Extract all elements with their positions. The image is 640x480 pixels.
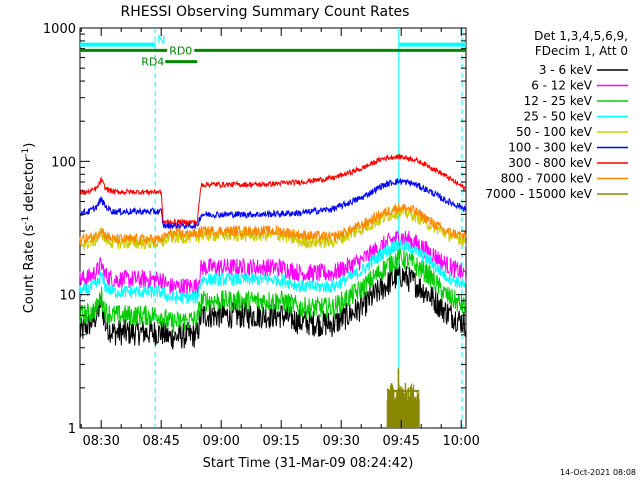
y-tick-label: 1	[68, 422, 76, 437]
series-3-6-kev	[79, 263, 467, 350]
legend-label-12-25-kev: 12 - 25 keV	[524, 94, 593, 108]
legend-label-100-300-kev: 100 - 300 keV	[508, 141, 592, 155]
decimation-label-background	[167, 44, 195, 58]
status-bars: N RD0 RD4	[80, 34, 466, 69]
legend-label-800-7000-kev: 800 - 7000 keV	[501, 172, 593, 186]
date-stamp: 14-Oct-2021 08:08	[560, 468, 636, 477]
x-tick-label: 09:30	[322, 434, 359, 449]
series-100-300-kev	[79, 177, 467, 231]
y-tick-label: 1000	[43, 22, 76, 37]
x-tick-label: 10:00	[442, 434, 479, 449]
y-tick-label: 100	[51, 155, 76, 170]
att-state-label: N	[157, 34, 165, 47]
legend: Det 1,3,4,5,6,9, FDecim 1, Att 0 3 - 6 k…	[485, 29, 628, 201]
axes	[79, 27, 467, 429]
chart-title: RHESSI Observing Summary Count Rates	[121, 4, 410, 20]
vertical-markers	[154, 28, 463, 428]
legend-header-line-1: Det 1,3,4,5,6,9,	[534, 29, 628, 43]
x-tick-label: 09:00	[202, 434, 239, 449]
x-tick-label: 09:15	[262, 434, 299, 449]
legend-label-25-50-kev: 25 - 50 keV	[524, 110, 593, 124]
high-energy-spikes	[386, 368, 420, 428]
x-tick-label: 08:45	[142, 434, 179, 449]
legend-label-3-6-kev: 3 - 6 keV	[539, 63, 593, 77]
series-800-7000-kev	[79, 203, 467, 247]
x-tick-label: 08:30	[82, 434, 119, 449]
y-axis-label: Count Rate (s-1 detector-1)	[21, 143, 37, 314]
series-lines	[79, 153, 467, 350]
decimation-label-rd0: RD0	[169, 44, 192, 57]
legend-label-6-12-kev: 6 - 12 keV	[531, 79, 593, 93]
axis-ticks: 08:30 08:45 09:00 09:15 09:30 09:45 10:00 1 10 10…	[43, 22, 480, 449]
x-tick-label: 09:45	[382, 434, 419, 449]
legend-header-line-2: FDecim 1, Att 0	[535, 44, 628, 58]
series-25-50-kev	[79, 238, 467, 305]
y-tick-label: 10	[59, 289, 76, 304]
decimation-label-rd4: RD4	[141, 56, 164, 69]
series-12-25-kev	[79, 247, 466, 333]
legend-label-7000-15000-kev: 7000 - 15000 keV	[485, 187, 592, 201]
x-axis-label: Start Time (31-Mar-09 08:24:42)	[203, 456, 414, 471]
legend-label-50-100-kev: 50 - 100 keV	[516, 125, 593, 139]
series-50-100-kev	[79, 203, 467, 250]
legend-label-300-800-kev: 300 - 800 keV	[508, 156, 592, 170]
plot-frame	[79, 27, 467, 429]
series-6-12-kev	[79, 230, 467, 296]
series-300-800-kev	[79, 153, 467, 227]
